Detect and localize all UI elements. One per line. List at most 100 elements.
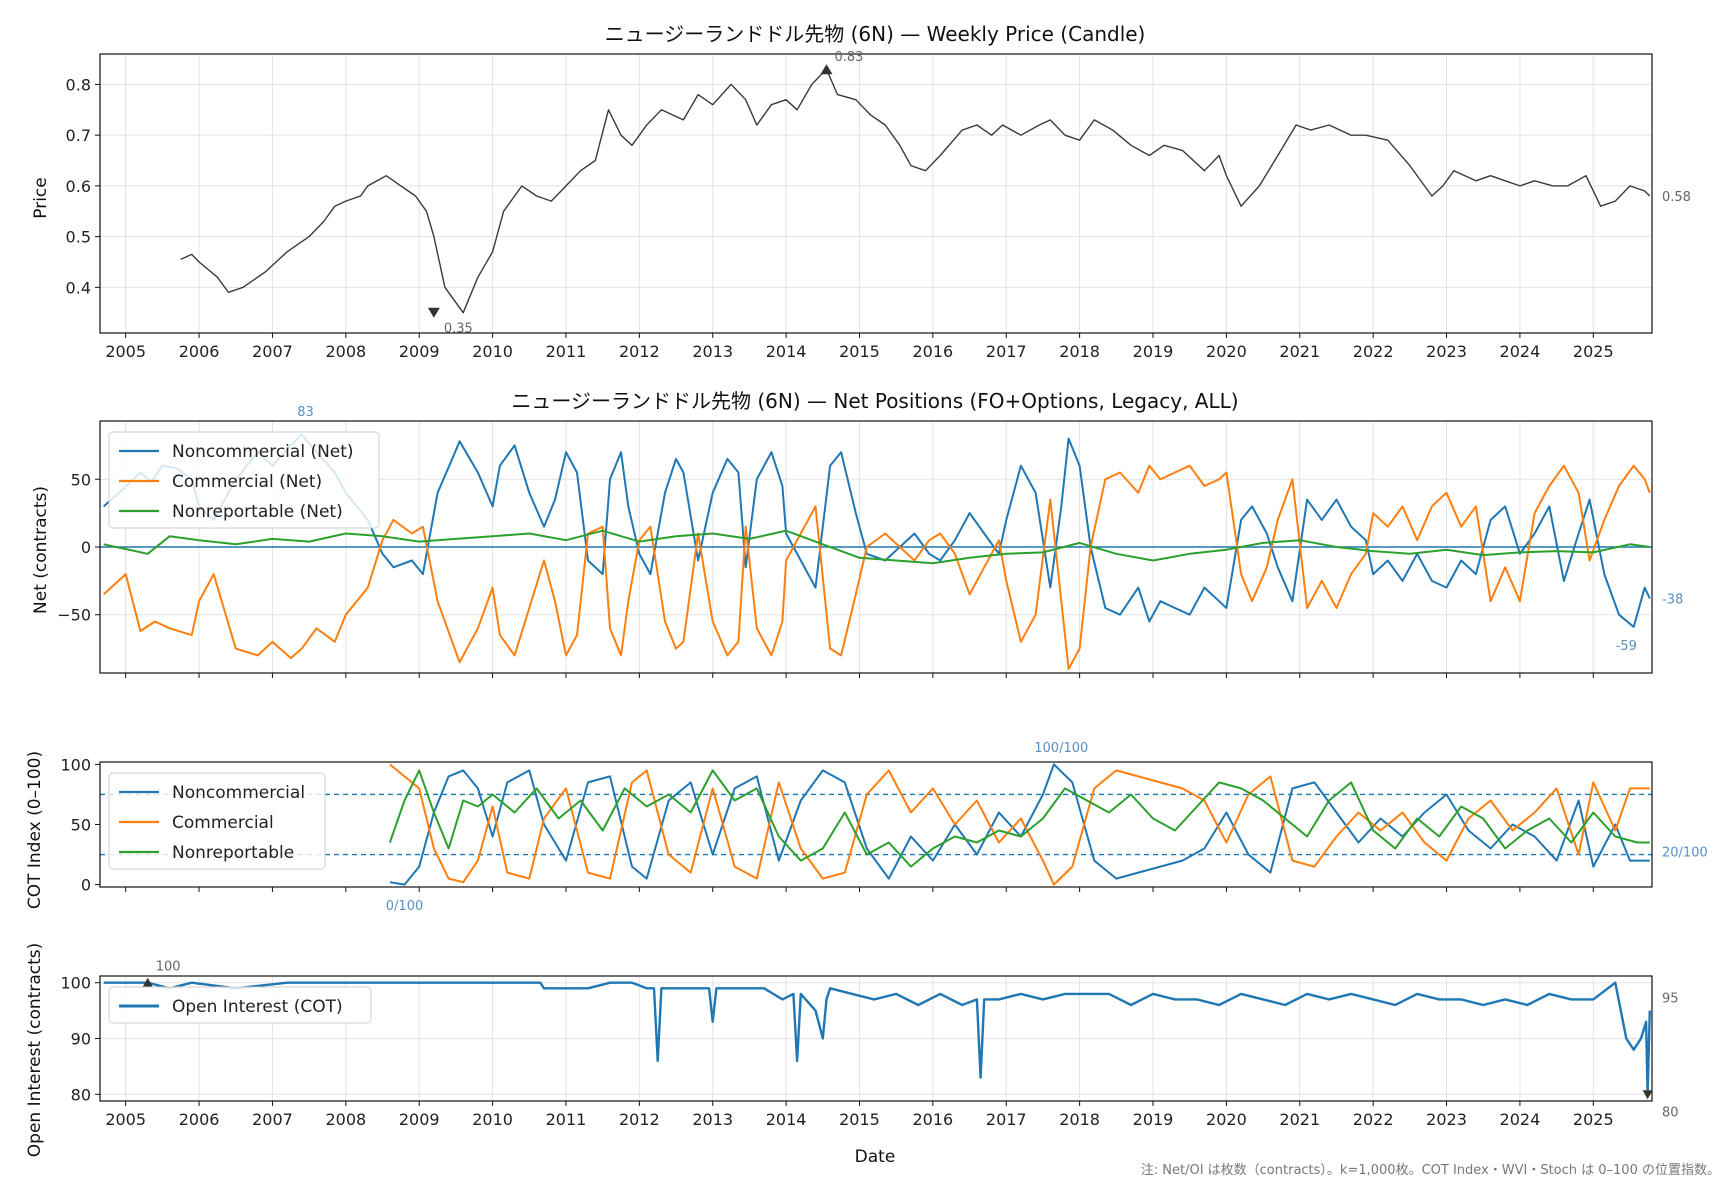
max-marker xyxy=(820,64,833,75)
x-tick-label: 2011 xyxy=(546,1110,587,1129)
net-series-noncommercial-net-line xyxy=(103,433,1651,628)
legend-entry: Commercial (Net) xyxy=(172,472,322,492)
y-tick-label: 0 xyxy=(81,876,91,895)
last-annotation: 95 xyxy=(1662,992,1679,1007)
x-tick-label: 2010 xyxy=(472,1110,513,1129)
y-tick-label: 0.6 xyxy=(66,177,91,196)
cot-series-noncommercial-line xyxy=(389,763,1650,886)
min-marker xyxy=(1642,1090,1653,1100)
cot-ylabel: COT Index (0–100) xyxy=(25,751,45,909)
legend-entry: Noncommercial xyxy=(172,783,305,803)
x-tick-label: 2022 xyxy=(1353,342,1394,361)
x-tick-label: 2021 xyxy=(1279,342,1320,361)
net-series-nonreportable-net-line xyxy=(103,529,1650,565)
x-tick-label: 2023 xyxy=(1426,1110,1467,1129)
last-annotation: 0.58 xyxy=(1662,190,1691,205)
x-tick-label: 2025 xyxy=(1573,1110,1614,1129)
x-tick-label: 2019 xyxy=(1133,1110,1174,1129)
x-tick-label: 2015 xyxy=(839,342,880,361)
x-tick-label: 2007 xyxy=(252,1110,293,1129)
net-panel: −50 0 50 83 -59 -38 Noncommercial (Net) Commerc… xyxy=(57,405,1683,678)
x-tick-label: 2014 xyxy=(766,1110,807,1129)
y-tick-label: 100 xyxy=(60,755,91,774)
x-tick-label: 2017 xyxy=(986,1110,1027,1129)
price-chart-title: ニュージーランドドル先物 (6N) — Weekly Price (Candle… xyxy=(605,22,1146,46)
y-tick-label: 100 xyxy=(60,974,91,993)
legend-entry: Noncommercial (Net) xyxy=(172,442,354,462)
legend-frame xyxy=(108,431,380,529)
legend: Noncommercial (Net) Commercial (Net) Nonre… xyxy=(108,431,380,529)
x-tick-label: 2008 xyxy=(325,342,366,361)
axes-frame xyxy=(99,53,1653,334)
x-tick-label: 2009 xyxy=(399,342,440,361)
net-ylabel: Net (contracts) xyxy=(31,486,51,614)
y-tick-label: 0.5 xyxy=(66,228,91,247)
min-marker xyxy=(427,307,440,318)
x-tick-label: 2011 xyxy=(546,342,587,361)
x-tick-label: 2005 xyxy=(105,1110,146,1129)
y-tick-label: 0.8 xyxy=(66,75,91,94)
price-ylabel: Price xyxy=(31,177,51,218)
y-tick-label: 0 xyxy=(81,538,91,557)
axes-frame xyxy=(99,761,1653,888)
max-annotation: 100/100 xyxy=(1034,741,1088,756)
max-annotation: 0.83 xyxy=(834,50,863,65)
legend-entry: Nonreportable xyxy=(172,843,294,863)
x-tick-label: 2009 xyxy=(399,1110,440,1129)
x-tick-label: 2006 xyxy=(179,1110,220,1129)
legend-frame xyxy=(108,986,372,1024)
x-tick-label: 2015 xyxy=(839,1110,880,1129)
price-series-price-line xyxy=(180,68,1651,314)
y-tick-label: 80 xyxy=(71,1085,91,1104)
x-tick-label: 2012 xyxy=(619,342,660,361)
legend-entry: Commercial xyxy=(172,813,274,833)
x-tick-label: 2018 xyxy=(1059,342,1100,361)
y-tick-label: 50 xyxy=(71,470,91,489)
y-tick-label: −50 xyxy=(57,606,91,625)
x-tick-label: 2013 xyxy=(692,342,733,361)
price-panel: 0.4 0.5 0.6 0.7 0.8 2005 2006 2007 2008 2009 2010 2… xyxy=(66,50,1691,361)
x-tick-label: 2019 xyxy=(1133,342,1174,361)
x-tick-label: 2006 xyxy=(179,342,220,361)
last-annotation: 20/100 xyxy=(1662,846,1708,861)
x-tick-label: 2016 xyxy=(913,342,954,361)
x-tick-label: 2020 xyxy=(1206,342,1247,361)
net-series-commercial-net-line xyxy=(103,464,1651,670)
max-annotation: 83 xyxy=(297,405,314,420)
max-marker xyxy=(142,977,153,987)
oi-series-open-interest-cot-line xyxy=(103,981,1651,1096)
y-tick-label: 90 xyxy=(71,1030,91,1049)
legend-entry: Open Interest (COT) xyxy=(172,997,343,1017)
cot-series-commercial-line xyxy=(389,763,1650,886)
x-tick-label: 2008 xyxy=(325,1110,366,1129)
x-tick-label: 2014 xyxy=(766,342,807,361)
x-tick-label: 2024 xyxy=(1500,1110,1541,1129)
y-tick-label: 0.7 xyxy=(66,126,91,145)
cot-series-nonreportable-line xyxy=(388,769,1650,868)
x-tick-label: 2018 xyxy=(1059,1110,1100,1129)
oi-panel: 80 90 100 2005 2006 2007 2008 2009 2010 2011 2012 2… xyxy=(60,960,1678,1129)
y-tick-label: 0.4 xyxy=(66,278,91,297)
x-tick-label: 2020 xyxy=(1206,1110,1247,1129)
legend: Open Interest (COT) xyxy=(108,986,372,1024)
last-annotation: -38 xyxy=(1662,592,1683,607)
x-tick-label: 2025 xyxy=(1573,342,1614,361)
x-tick-label: 2007 xyxy=(252,342,293,361)
x-tick-label: 2024 xyxy=(1500,342,1541,361)
min-annotation: 0.35 xyxy=(444,322,473,337)
x-tick-label: 2022 xyxy=(1353,1110,1394,1129)
x-tick-label: 2023 xyxy=(1426,342,1467,361)
legend-entry: Nonreportable (Net) xyxy=(172,502,343,522)
x-tick-label: 2013 xyxy=(692,1110,733,1129)
x-axis-label: Date xyxy=(855,1147,896,1167)
min-annotation: 80 xyxy=(1662,1105,1679,1120)
cot-panel: 0 50 100 100/100 0/100 20/100 Noncommercial Com… xyxy=(60,741,1707,914)
y-tick-label: 50 xyxy=(71,816,91,835)
legend: Noncommercial Commercial Nonreportable xyxy=(108,772,326,870)
min-annotation: 0/100 xyxy=(386,899,423,914)
x-tick-label: 2017 xyxy=(986,342,1027,361)
x-tick-label: 2010 xyxy=(472,342,513,361)
min-annotation: -59 xyxy=(1616,639,1637,654)
max-annotation: 100 xyxy=(156,960,181,975)
